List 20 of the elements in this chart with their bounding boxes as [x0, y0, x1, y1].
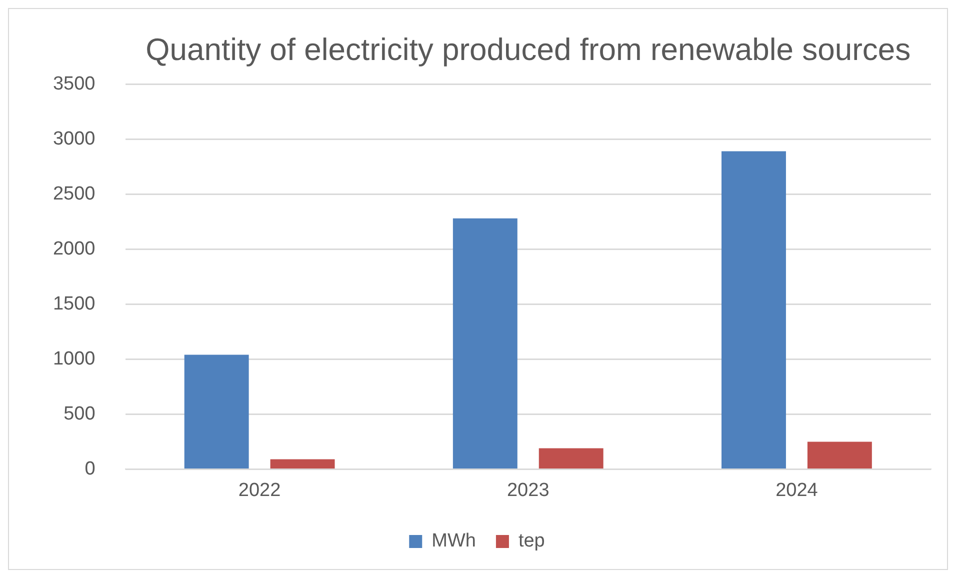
- bar: [538, 448, 604, 468]
- y-tick-label: 2000: [52, 238, 96, 260]
- bar: [184, 354, 249, 468]
- y-tick-label: 2500: [52, 183, 96, 204]
- y-tick-label: 0: [84, 458, 96, 480]
- y-tick-label: 3000: [52, 128, 96, 150]
- bar: [722, 151, 786, 468]
- y-tick-label: 1500: [52, 293, 96, 314]
- y-tick-label: 3500: [52, 73, 96, 94]
- chart-title: Quantity of electricity produced from renewable sources: [146, 32, 911, 68]
- x-tick-label: 2023: [506, 480, 550, 501]
- legend-label: tep: [518, 530, 545, 552]
- y-tick-label: 500: [64, 403, 96, 424]
- bar: [807, 442, 872, 468]
- bar: [270, 459, 335, 468]
- x-tick-label: 2022: [238, 480, 281, 501]
- bar: [452, 218, 518, 468]
- legend-label: MWh: [432, 530, 476, 552]
- y-tick-label: 1000: [52, 348, 96, 370]
- x-tick-label: 2024: [776, 480, 818, 501]
